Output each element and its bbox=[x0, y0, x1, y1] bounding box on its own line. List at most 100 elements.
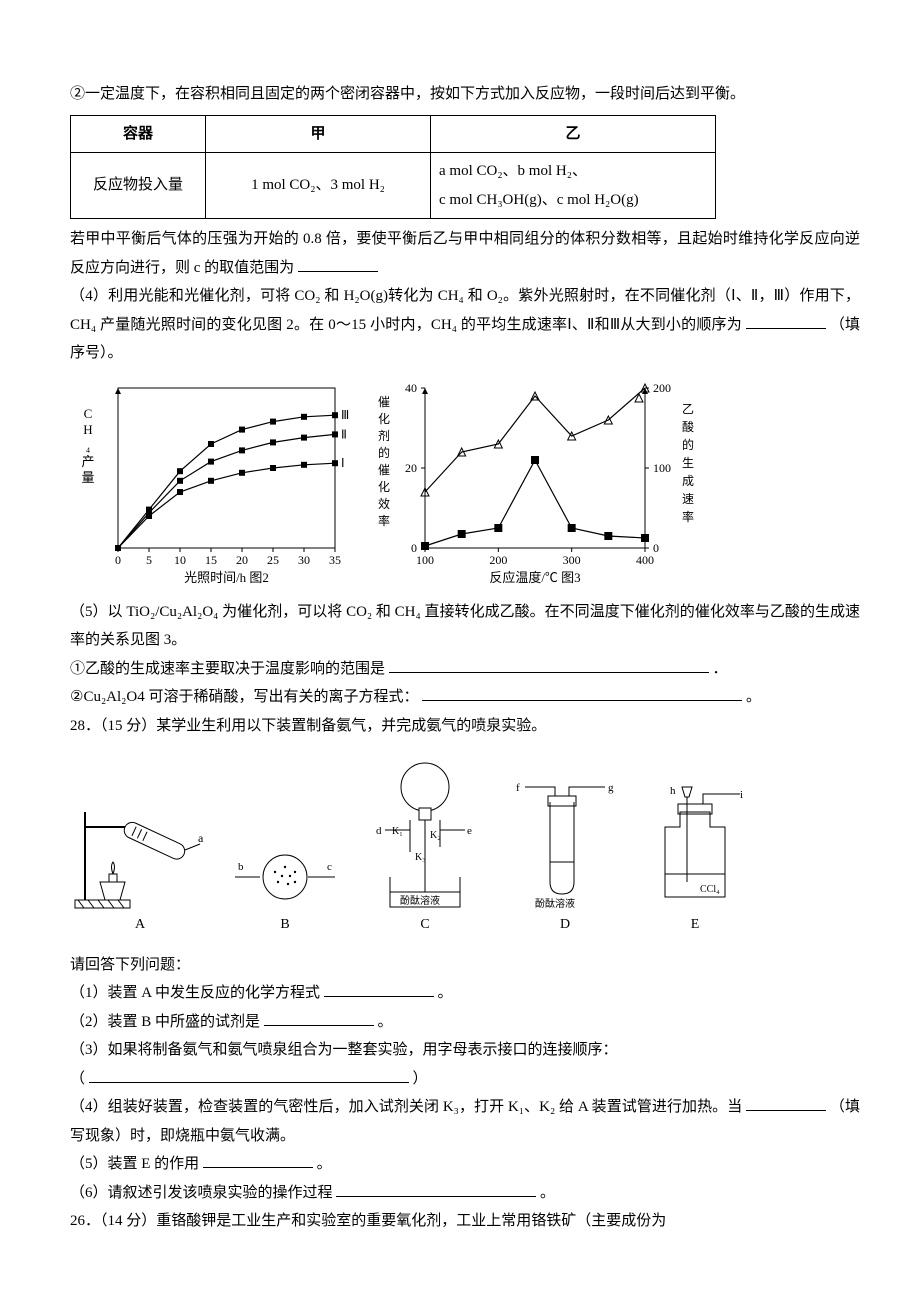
text-q4: （4）利用光能和光催化剂，可将 CO₂ 和 H₂O(g)转化为 CH₄ 和 O₂… bbox=[70, 288, 860, 333]
para-please: 请回答下列问题： bbox=[70, 951, 860, 980]
text-after-table: 若甲中平衡后气体的压强为开始的 0.8 倍，要使平衡后乙与甲中相同组分的体积分数… bbox=[70, 231, 860, 276]
svg-text:催: 催 bbox=[378, 463, 390, 477]
paren-open: （ bbox=[70, 1071, 85, 1087]
blank-q5-1 bbox=[389, 657, 709, 673]
para-q5: （5）以 TiO₂/Cu₂Al₂O₄ 为催化剂，可以将 CO₂ 和 CH₄ 直接… bbox=[70, 598, 860, 655]
blank-q28-3 bbox=[89, 1067, 409, 1083]
svg-text:K₁: K₁ bbox=[392, 826, 403, 837]
svg-text:乙: 乙 bbox=[682, 402, 694, 416]
text-q5-1: ①乙酸的生成速率主要取决于温度影响的范围是 bbox=[70, 661, 385, 677]
svg-text:₄: ₄ bbox=[86, 438, 91, 453]
blank-q28-5 bbox=[203, 1152, 313, 1168]
q28-5: （5）装置 E 的作用 。 bbox=[70, 1150, 860, 1179]
text-q28-2: （2）装置 B 中所盛的试剂是 bbox=[70, 1014, 260, 1030]
period-q5-1: ． bbox=[713, 661, 728, 677]
blank-q28-6 bbox=[336, 1181, 536, 1197]
svg-text:速: 速 bbox=[682, 492, 694, 506]
period-q28-2: 。 bbox=[378, 1014, 393, 1030]
svg-text:Ⅲ: Ⅲ bbox=[341, 408, 349, 422]
apparatus-E-svg: h i CCl₄ bbox=[640, 782, 750, 912]
svg-text:i: i bbox=[740, 789, 743, 801]
para-q4: （4）利用光能和光催化剂，可将 CO₂ 和 H₂O(g)转化为 CH₄ 和 O₂… bbox=[70, 282, 860, 368]
apparatus-row: a A b c B K₁ K₂ bbox=[70, 752, 860, 939]
blank-q4 bbox=[746, 313, 826, 329]
svg-text:b: b bbox=[238, 861, 244, 873]
label-D: D bbox=[510, 912, 620, 939]
table-row: 反应物投入量 1 mol CO₂、3 mol H₂ a mol CO₂、b mo… bbox=[71, 153, 716, 219]
svg-text:20: 20 bbox=[236, 553, 248, 567]
blank-q28-1 bbox=[324, 981, 434, 997]
svg-text:Ⅱ: Ⅱ bbox=[341, 427, 347, 441]
apparatus-D: f g 酚酞溶液 D bbox=[510, 782, 620, 939]
svg-text:5: 5 bbox=[146, 553, 152, 567]
q28-3b: （ ） bbox=[70, 1065, 860, 1094]
label-E: E bbox=[640, 912, 750, 939]
svg-text:0: 0 bbox=[411, 541, 417, 555]
blank-c-range bbox=[298, 256, 378, 272]
svg-text:400: 400 bbox=[636, 553, 654, 567]
svg-text:d: d bbox=[376, 825, 382, 837]
svg-text:a: a bbox=[198, 831, 204, 845]
period-q28-6: 。 bbox=[540, 1185, 555, 1201]
text-C-sol: 酚酞溶液 bbox=[400, 894, 440, 907]
apparatus-C: K₁ K₂ K₃ d e 酚酞溶液 C bbox=[360, 752, 490, 939]
svg-text:0: 0 bbox=[115, 553, 121, 567]
figure-3: 100200300400020400100200催化剂的催化效率乙酸的生成速率反… bbox=[370, 378, 700, 588]
svg-text:酸: 酸 bbox=[682, 419, 694, 434]
text-D-sol: 酚酞溶液 bbox=[535, 897, 575, 910]
para-intro2: ②一定温度下，在容积相同且固定的两个密闭容器中，按如下方式加入反应物，一段时间后… bbox=[70, 80, 860, 109]
figure-2: 05101520253035ⅠⅡⅢCH₄产量光照时间/h 图2 bbox=[70, 378, 350, 588]
text-q28-5: （5）装置 E 的作用 bbox=[70, 1156, 199, 1172]
td-r0c0: 反应物投入量 bbox=[71, 153, 206, 219]
para-after-table: 若甲中平衡后气体的压强为开始的 0.8 倍，要使平衡后乙与甲中相同组分的体积分数… bbox=[70, 225, 860, 282]
svg-text:催: 催 bbox=[378, 395, 390, 409]
svg-text:40: 40 bbox=[405, 381, 417, 395]
svg-text:产: 产 bbox=[81, 454, 94, 469]
apparatus-A: a A bbox=[70, 792, 210, 939]
svg-text:化: 化 bbox=[378, 412, 390, 426]
svg-text:生: 生 bbox=[682, 456, 694, 470]
svg-text:K₃: K₃ bbox=[415, 852, 426, 863]
apparatus-B-svg: b c bbox=[230, 842, 340, 912]
q28-4: （4）组装好装置，检查装置的气密性后，加入试剂关闭 K₃，打开 K₁、K₂ 给 … bbox=[70, 1093, 860, 1150]
svg-text:20: 20 bbox=[405, 461, 417, 475]
svg-text:15: 15 bbox=[205, 553, 217, 567]
th-col0: 容器 bbox=[71, 115, 206, 153]
para-28-head: 28．（15 分）某学业生利用以下装置制备氨气，并完成氨气的喷泉实验。 bbox=[70, 712, 860, 741]
label-C: C bbox=[360, 912, 490, 939]
text-q28-4a: （4）组装好装置，检查装置的气密性后，加入试剂关闭 K₃，打开 K₁、K₂ 给 … bbox=[70, 1099, 742, 1115]
svg-text:光照时间/h 图2: 光照时间/h 图2 bbox=[184, 570, 269, 585]
svg-text:10: 10 bbox=[174, 553, 186, 567]
svg-text:c: c bbox=[327, 861, 332, 873]
q28-3a: （3）如果将制备氨气和氨气喷泉组合为一整套实验，用字母表示接口的连接顺序： bbox=[70, 1036, 860, 1065]
apparatus-D-svg: f g 酚酞溶液 bbox=[510, 782, 620, 912]
td-r0c1: 1 mol CO₂、3 mol H₂ bbox=[206, 153, 431, 219]
apparatus-C-svg: K₁ K₂ K₃ d e 酚酞溶液 bbox=[360, 752, 490, 912]
q28-2: （2）装置 B 中所盛的试剂是 。 bbox=[70, 1008, 860, 1037]
text-q28-6: （6）请叙述引发该喷泉实验的操作过程 bbox=[70, 1185, 333, 1201]
svg-text:率: 率 bbox=[378, 513, 390, 528]
table-header-row: 容器 甲 乙 bbox=[71, 115, 716, 153]
svg-text:的: 的 bbox=[378, 445, 390, 460]
svg-text:效: 效 bbox=[378, 496, 390, 511]
period-q28-5: 。 bbox=[317, 1156, 332, 1172]
svg-text:35: 35 bbox=[329, 553, 341, 567]
svg-text:K₂: K₂ bbox=[430, 830, 441, 841]
svg-text:0: 0 bbox=[653, 541, 659, 555]
svg-text:h: h bbox=[670, 785, 676, 797]
apparatus-A-svg: a bbox=[70, 792, 210, 912]
para-q5-1: ①乙酸的生成速率主要取决于温度影响的范围是 ． bbox=[70, 655, 860, 684]
label-B: B bbox=[230, 912, 340, 939]
para-q5-2: ②Cu₂Al₂O4 可溶于稀硝酸，写出有关的离子方程式： 。 bbox=[70, 683, 860, 712]
figure-row: 05101520253035ⅠⅡⅢCH₄产量光照时间/h 图2 10020030… bbox=[70, 378, 860, 588]
th-col1: 甲 bbox=[206, 115, 431, 153]
svg-text:率: 率 bbox=[682, 509, 694, 524]
q28-6: （6）请叙述引发该喷泉实验的操作过程 。 bbox=[70, 1179, 860, 1208]
svg-text:300: 300 bbox=[563, 553, 581, 567]
apparatus-B: b c B bbox=[230, 842, 340, 939]
svg-text:200: 200 bbox=[653, 381, 671, 395]
svg-text:成: 成 bbox=[682, 474, 694, 488]
label-A: A bbox=[70, 912, 210, 939]
svg-text:剂: 剂 bbox=[378, 428, 390, 443]
svg-text:25: 25 bbox=[267, 553, 279, 567]
